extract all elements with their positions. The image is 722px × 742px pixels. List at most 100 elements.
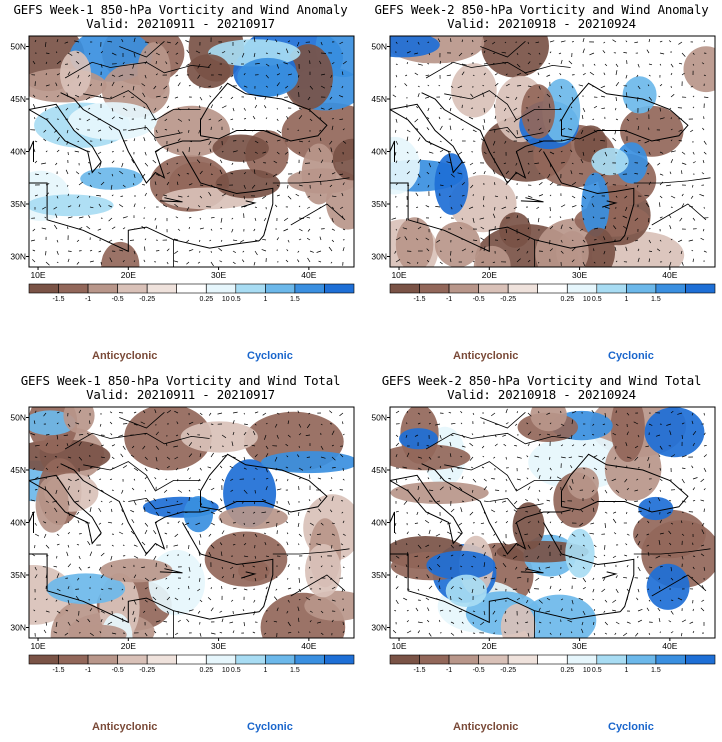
wind-arrow [131, 487, 135, 491]
wind-arrow [166, 586, 170, 590]
wind-arrow [89, 184, 92, 188]
wind-arrow [142, 184, 146, 186]
wind-arrow [155, 431, 159, 436]
wind-arrow [199, 217, 202, 220]
wind-arrow [482, 544, 485, 548]
wind-arrow [589, 71, 595, 76]
y-tick-label: 35N [10, 570, 26, 580]
vorticity-shading [481, 36, 549, 78]
wind-arrow [603, 577, 606, 581]
wind-arrow [89, 420, 91, 425]
wind-arrow [166, 554, 169, 557]
wind-arrow [296, 41, 300, 47]
wind-arrow [414, 118, 419, 123]
wind-arrow [417, 183, 420, 186]
coastline [29, 140, 34, 162]
y-tick-label: 50N [10, 42, 26, 52]
wind-arrow [700, 478, 705, 483]
wind-arrow [133, 411, 137, 414]
wind-arrow [428, 52, 431, 56]
wind-arrow [56, 533, 60, 536]
wind-arrow [199, 533, 202, 538]
wind-arrow [89, 84, 92, 87]
wind-arrow [658, 95, 661, 98]
wind-arrow [253, 610, 256, 616]
wind-arrow [283, 62, 289, 65]
wind-arrow [571, 96, 574, 102]
wind-arrow [570, 149, 573, 153]
wind-arrow [527, 238, 530, 241]
wind-arrow [492, 140, 496, 146]
colorbar-swatch [478, 283, 509, 294]
wind-arrow [331, 533, 335, 536]
wind-arrow [417, 456, 423, 459]
wind-arrow [298, 170, 301, 175]
wind-arrow [611, 478, 617, 482]
wind-arrow [129, 239, 135, 241]
wind-arrow [97, 151, 102, 155]
wind-arrow [472, 621, 474, 624]
wind-arrow [309, 620, 312, 623]
wind-arrow [700, 499, 705, 502]
wind-arrow [262, 238, 267, 241]
wind-arrow [637, 125, 640, 131]
wind-arrow [394, 522, 397, 526]
wind-arrow [276, 412, 280, 415]
wind-arrow [483, 486, 487, 491]
wind-arrow [394, 151, 397, 156]
wind-arrow [78, 456, 83, 461]
wind-arrow [681, 193, 684, 197]
wind-arrow [261, 499, 267, 502]
wind-arrow [395, 140, 399, 145]
wind-arrow [480, 522, 485, 525]
wind-arrow [78, 409, 82, 414]
country-border [64, 61, 210, 79]
wind-arrow [504, 118, 507, 122]
wind-arrow [198, 540, 201, 546]
wind-arrow [395, 228, 398, 231]
wind-arrow [472, 478, 477, 483]
wind-arrow [144, 507, 146, 513]
colorbar: -1.5 -1 -0.5 -0.25 0.25 0.5 1 1.510 [389, 654, 716, 674]
x-tick-label: 40E [662, 270, 677, 280]
y-tick-label: 45N [10, 94, 26, 104]
vorticity-shading [530, 407, 567, 432]
wind-arrow [273, 160, 278, 164]
wind-arrow [702, 159, 705, 164]
wind-arrow [681, 203, 685, 208]
wind-arrow [703, 432, 706, 436]
wind-arrow [549, 181, 554, 186]
wind-arrow [163, 96, 168, 99]
wind-arrow [143, 610, 146, 613]
wind-arrow [545, 610, 551, 613]
wind-arrow [254, 140, 259, 144]
wind-arrow [318, 147, 322, 153]
wind-arrow [703, 74, 706, 77]
wind-arrow [580, 129, 584, 134]
wind-arrow [637, 608, 643, 612]
wind-arrow [505, 129, 510, 133]
wind-arrow [428, 456, 432, 460]
wind-arrow [460, 630, 463, 634]
wind-arrow [494, 489, 500, 491]
wind-arrow [54, 507, 58, 513]
wind-arrow [221, 530, 225, 535]
wind-arrow [457, 151, 463, 155]
wind-arrow [648, 217, 650, 223]
wind-arrow [74, 150, 80, 153]
wind-arrow [535, 577, 540, 581]
wind-arrow [132, 610, 135, 616]
wind-arrow [601, 173, 606, 177]
wind-arrow [559, 553, 562, 557]
wind-arrow [648, 151, 651, 155]
wind-arrow [626, 118, 630, 122]
x-tick-label: 20E [482, 641, 497, 651]
wind-arrow [207, 466, 212, 469]
wind-arrow [547, 544, 551, 549]
wind-arrow [615, 118, 619, 121]
wind-arrow [612, 518, 617, 524]
wind-arrow [254, 423, 257, 426]
wind-arrow [625, 206, 628, 212]
